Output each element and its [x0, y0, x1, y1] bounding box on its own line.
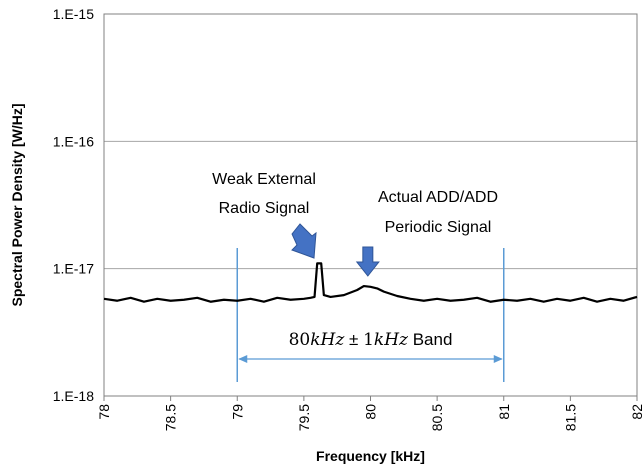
x-tick-label: 82 [629, 404, 643, 420]
annotation-radio-line2: Radio Signal [219, 200, 310, 217]
band-arrowhead-left [238, 355, 248, 363]
y-tick-label: 1.E-18 [53, 388, 94, 404]
x-tick-label: 79 [229, 404, 245, 420]
band-markers: 80kHz ± 1kHz Band [236, 248, 505, 382]
x-tick-label: 81.5 [562, 404, 578, 431]
annotation-periodic-arrow [355, 246, 380, 277]
y-tick-label: 1.E-16 [53, 133, 94, 149]
series-line-0 [103, 262, 638, 303]
x-tick-label: 80.5 [429, 404, 445, 431]
annotation-radio-arrow [291, 223, 317, 259]
y-axis-ticks: 1.E-18 1.E-17 1.E-16 1.E-15 [53, 6, 94, 404]
x-axis-title: Frequency [kHz] [316, 448, 425, 464]
y-tick-label: 1.E-15 [53, 6, 94, 22]
x-tick-label: 78.5 [163, 404, 179, 431]
band-label: 80kHz ± 1kHz Band [289, 330, 453, 350]
annotations: Weak External Radio Signal Actual ADD/ADD P… [212, 171, 498, 277]
y-tick-label: 1.E-17 [53, 261, 94, 277]
x-tick-label: 80 [363, 404, 379, 420]
x-tick-label: 81 [496, 404, 512, 420]
annotation-radio-line1: Weak External [212, 171, 316, 188]
annotation-periodic-line1: Actual ADD/ADD [378, 189, 498, 206]
annotation-periodic-line2: Periodic Signal [385, 219, 492, 236]
series-layer [103, 262, 638, 303]
y-axis-title: Spectral Power Density [W/Hz] [9, 103, 25, 306]
band-arrowhead-right [493, 355, 503, 363]
x-tick-label: 78 [96, 404, 112, 420]
x-tick-label: 79.5 [296, 404, 312, 431]
x-axis-ticks: 78 78.5 79 79.5 80 80.5 81 81.5 82 [96, 396, 643, 431]
